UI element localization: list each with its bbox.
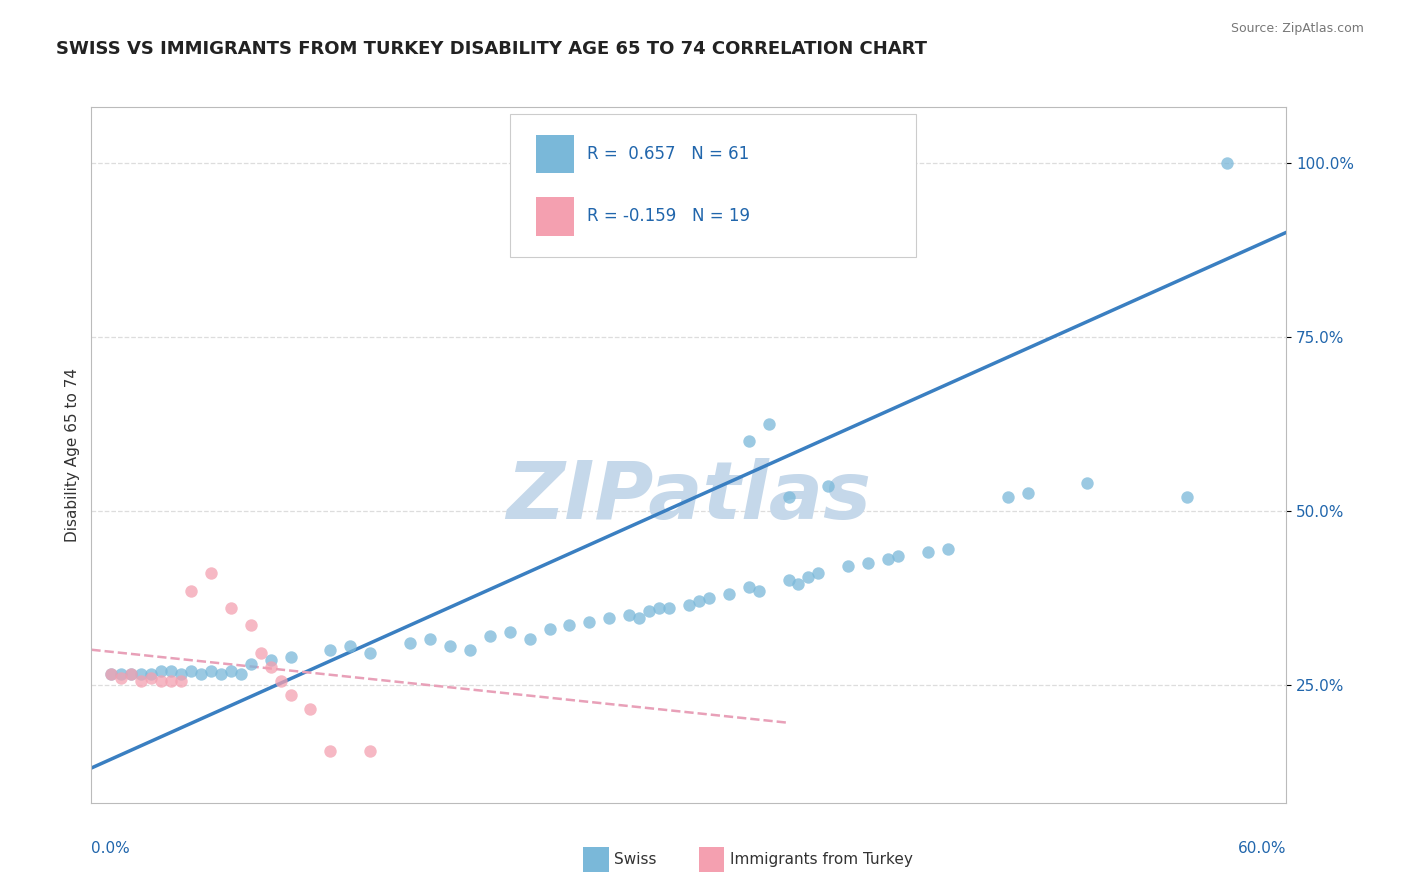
Point	[239, 618, 262, 632]
Point	[717, 587, 740, 601]
Point	[778, 573, 800, 587]
Point	[359, 744, 381, 758]
Point	[1175, 490, 1198, 504]
Text: SWISS VS IMMIGRANTS FROM TURKEY DISABILITY AGE 65 TO 74 CORRELATION CHART: SWISS VS IMMIGRANTS FROM TURKEY DISABILI…	[56, 40, 927, 58]
FancyBboxPatch shape	[536, 135, 574, 173]
Point	[319, 642, 342, 657]
Point	[219, 664, 242, 678]
Point	[598, 611, 620, 625]
Point	[787, 576, 810, 591]
Point	[141, 671, 162, 685]
Point	[658, 601, 681, 615]
Text: Swiss: Swiss	[614, 853, 657, 867]
Point	[170, 674, 193, 689]
Point	[638, 605, 661, 619]
FancyBboxPatch shape	[509, 114, 917, 257]
Point	[737, 434, 759, 448]
Point	[150, 664, 173, 678]
Point	[498, 625, 520, 640]
Point	[141, 667, 162, 681]
Point	[778, 490, 800, 504]
Text: Source: ZipAtlas.com: Source: ZipAtlas.com	[1230, 22, 1364, 36]
Point	[628, 611, 651, 625]
Point	[538, 622, 561, 636]
Point	[748, 583, 770, 598]
Point	[1076, 475, 1098, 490]
Point	[129, 674, 152, 689]
Point	[229, 667, 252, 681]
Point	[280, 688, 302, 702]
Point	[758, 417, 780, 431]
Point	[259, 660, 281, 674]
Point	[578, 615, 600, 629]
Point	[688, 594, 710, 608]
Point	[270, 674, 292, 689]
Point	[100, 667, 122, 681]
Point	[110, 671, 132, 685]
Point	[249, 646, 271, 660]
Point	[170, 667, 193, 681]
Point	[239, 657, 262, 671]
Point	[478, 629, 501, 643]
Text: 0.0%: 0.0%	[91, 841, 131, 856]
Point	[280, 649, 302, 664]
Point	[807, 566, 830, 581]
Point	[439, 639, 461, 653]
Point	[887, 549, 910, 563]
Point	[558, 618, 581, 632]
Point	[359, 646, 381, 660]
Point	[160, 674, 183, 689]
Point	[200, 664, 222, 678]
Point	[339, 639, 361, 653]
Text: ZIPatlas: ZIPatlas	[506, 458, 872, 536]
Point	[209, 667, 232, 681]
Point	[1215, 155, 1237, 169]
Point	[100, 667, 122, 681]
Y-axis label: Disability Age 65 to 74: Disability Age 65 to 74	[65, 368, 80, 542]
Text: R =  0.657   N = 61: R = 0.657 N = 61	[588, 145, 749, 162]
Point	[797, 570, 820, 584]
Point	[399, 636, 422, 650]
Point	[678, 598, 700, 612]
Point	[917, 545, 939, 559]
Point	[190, 667, 212, 681]
Point	[319, 744, 342, 758]
Point	[200, 566, 222, 581]
Text: R = -0.159   N = 19: R = -0.159 N = 19	[588, 207, 751, 226]
Point	[997, 490, 1019, 504]
Point	[877, 552, 900, 566]
Point	[458, 642, 481, 657]
Point	[519, 632, 541, 647]
Point	[160, 664, 183, 678]
Point	[219, 601, 242, 615]
Point	[817, 479, 839, 493]
Point	[737, 580, 759, 594]
Point	[129, 667, 152, 681]
Point	[1017, 486, 1039, 500]
Point	[180, 583, 202, 598]
Point	[299, 702, 322, 716]
Point	[936, 541, 959, 556]
Text: 60.0%: 60.0%	[1239, 841, 1286, 856]
Point	[150, 674, 173, 689]
Point	[419, 632, 441, 647]
Point	[110, 667, 132, 681]
Point	[619, 607, 641, 622]
Point	[837, 559, 859, 574]
Text: Immigrants from Turkey: Immigrants from Turkey	[730, 853, 912, 867]
Point	[856, 556, 880, 570]
Point	[180, 664, 202, 678]
Point	[120, 667, 142, 681]
Point	[697, 591, 720, 605]
Point	[648, 601, 671, 615]
Point	[259, 653, 281, 667]
Point	[120, 667, 142, 681]
FancyBboxPatch shape	[536, 197, 574, 235]
